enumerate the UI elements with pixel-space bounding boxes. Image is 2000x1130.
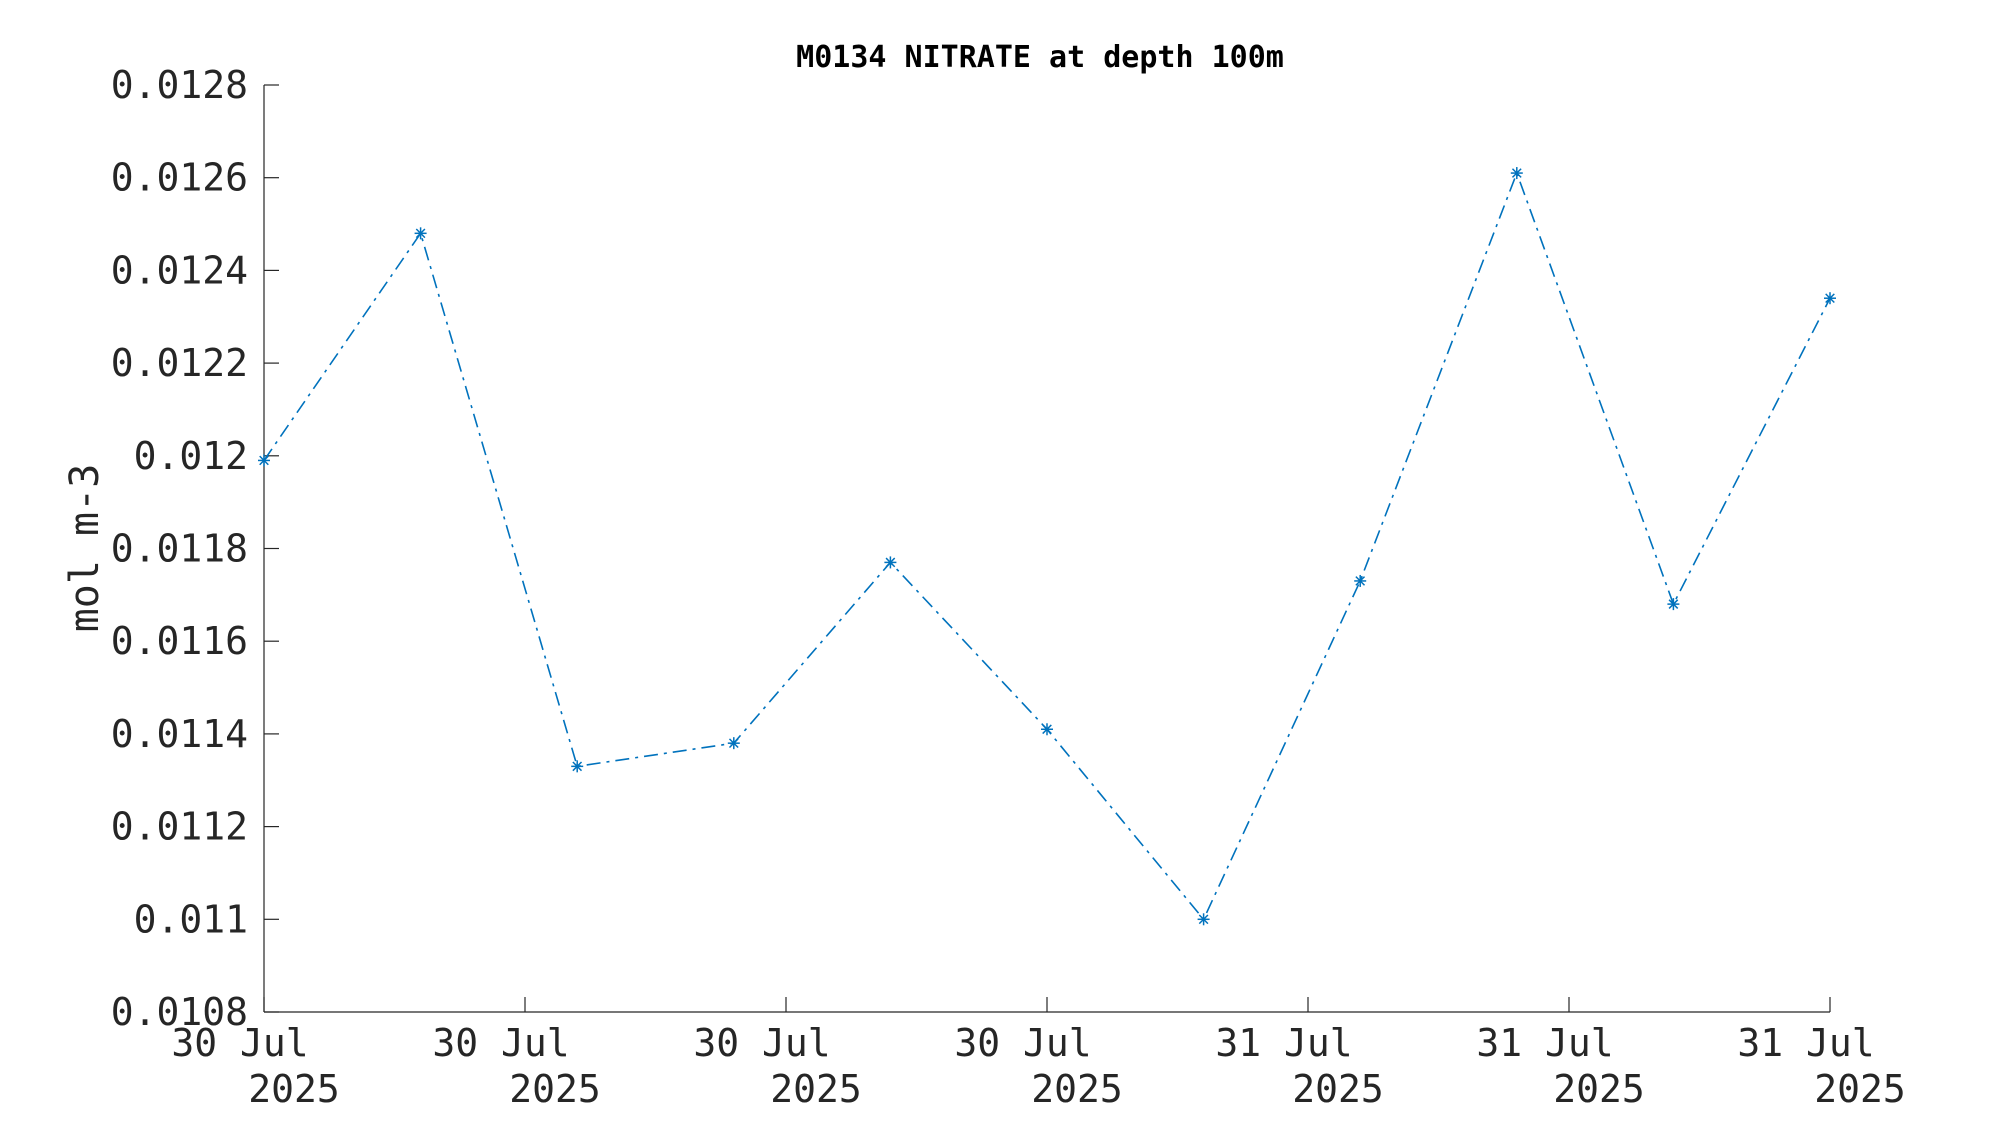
data-point: [258, 454, 270, 467]
y-axis-label: mol m-3: [62, 464, 108, 633]
x-tick-label: 31 Jul: [1476, 1021, 1613, 1065]
y-tick-label: 0.0108: [111, 990, 248, 1034]
data-point: [1354, 574, 1367, 587]
y-tick-label: 0.0122: [111, 341, 248, 385]
y-tick-label: 0.0116: [111, 619, 248, 663]
x-tick-label-year: 2025: [248, 1067, 340, 1111]
data-point: [727, 737, 740, 750]
x-tick-label-year: 2025: [1553, 1067, 1645, 1111]
axes: [263, 85, 1830, 1013]
y-tick-label: 0.0124: [111, 248, 248, 292]
x-tick-label: 30 Jul: [171, 1021, 308, 1065]
x-tick-label-year: 2025: [1292, 1067, 1384, 1111]
y-tick-label: 0.012: [134, 434, 248, 478]
data-point: [1667, 598, 1680, 611]
x-tick-label: 30 Jul: [693, 1021, 830, 1065]
chart-title: M0134 NITRATE at depth 100m: [796, 40, 1284, 75]
x-tick-label-year: 2025: [770, 1067, 862, 1111]
y-tick-label: 0.0128: [111, 63, 248, 107]
x-tick-label: 31 Jul: [1215, 1021, 1352, 1065]
y-tick-label: 0.011: [134, 897, 248, 941]
data-point: [1510, 167, 1523, 180]
data-point: [1824, 292, 1836, 305]
y-tick-label: 0.0114: [111, 712, 248, 756]
data-point: [414, 227, 427, 240]
x-tick-label: 31 Jul: [1737, 1021, 1874, 1065]
series-layer: [258, 167, 1836, 926]
data-point: [1041, 723, 1053, 736]
data-point: [1197, 913, 1210, 926]
data-point: [884, 556, 897, 569]
y-tick-label: 0.0118: [111, 527, 248, 571]
x-tick-label-year: 2025: [1031, 1067, 1123, 1111]
x-tick-label: 30 Jul: [432, 1021, 569, 1065]
y-ticks: 0.0108 0.011 0.0112 0.0114 0.0116 0.0118 0.012…: [111, 63, 279, 1034]
x-tick-label: 30 Jul: [954, 1021, 1091, 1065]
data-point: [571, 760, 584, 773]
y-tick-label: 0.0126: [111, 156, 248, 200]
y-tick-label: 0.0112: [111, 805, 248, 849]
series-line: [263, 170, 1831, 921]
x-tick-label-year: 2025: [509, 1067, 601, 1111]
x-tick-label-year: 2025: [1814, 1067, 1906, 1111]
